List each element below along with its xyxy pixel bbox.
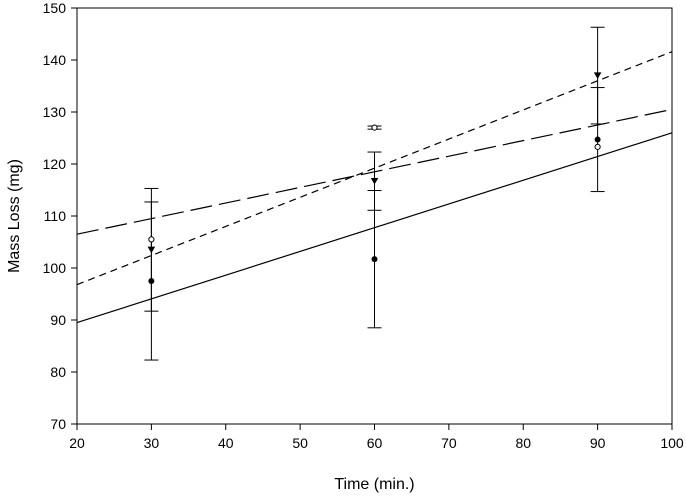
x-tick-label: 20 bbox=[69, 435, 85, 451]
data-point-open-circle bbox=[148, 236, 155, 243]
x-tick-label: 90 bbox=[590, 435, 606, 451]
x-tick-label: 70 bbox=[441, 435, 457, 451]
y-tick-label: 110 bbox=[44, 208, 67, 224]
x-axis-title: Time (min.) bbox=[334, 476, 414, 493]
y-tick-label: 100 bbox=[43, 260, 67, 276]
data-point-triangle bbox=[147, 246, 156, 254]
data-point-triangle bbox=[370, 177, 379, 185]
data-point-filled-circle bbox=[594, 136, 601, 143]
y-tick-label: 80 bbox=[50, 364, 66, 380]
data-point-filled-circle bbox=[148, 278, 155, 284]
y-tick-label: 140 bbox=[43, 52, 67, 68]
data-point-open-circle bbox=[371, 124, 378, 131]
y-tick-label: 150 bbox=[43, 0, 67, 16]
y-axis-title: Mass Loss (mg) bbox=[6, 159, 23, 273]
y-tick-label: 130 bbox=[43, 104, 67, 120]
x-tick-label: 30 bbox=[144, 435, 160, 451]
fit-line-short-dash bbox=[76, 51, 673, 286]
data-point-filled-circle bbox=[371, 256, 378, 263]
y-tick-label: 70 bbox=[50, 416, 66, 432]
x-tick-label: 50 bbox=[292, 435, 308, 451]
data-point-triangle bbox=[593, 72, 602, 79]
x-tick-label: 40 bbox=[218, 435, 234, 451]
y-tick-label: 120 bbox=[43, 156, 67, 172]
x-tick-label: 100 bbox=[660, 435, 684, 451]
x-tick-label: 60 bbox=[367, 435, 383, 451]
x-tick-label: 80 bbox=[515, 435, 531, 451]
y-tick-label: 90 bbox=[50, 312, 66, 328]
data-point-open-circle bbox=[594, 143, 601, 150]
